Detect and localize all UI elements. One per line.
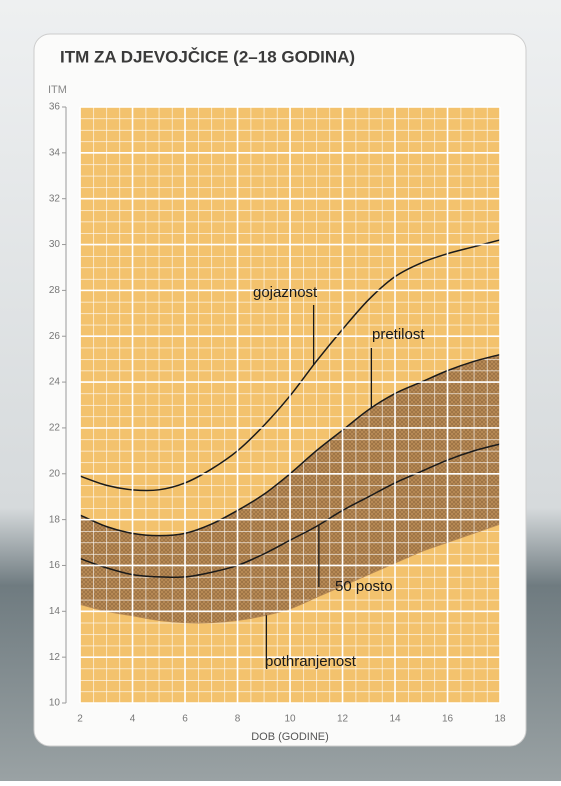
y-tick-label: 14 xyxy=(49,606,61,617)
y-tick-label: 24 xyxy=(49,377,61,388)
y-tick-label: 18 xyxy=(49,514,61,525)
x-tick-label: 6 xyxy=(182,714,188,725)
y-tick-label: 16 xyxy=(49,560,61,571)
y-tick-label: 22 xyxy=(49,423,61,434)
y-tick-label: 26 xyxy=(49,331,61,342)
x-tick-label: 8 xyxy=(235,714,241,725)
chart: ITM ZA DJEVOJČICE (2–18 GODINA) ITM DOB … xyxy=(0,0,561,781)
x-axis-label: DOB (GODINE) xyxy=(251,731,329,743)
y-tick-label: 10 xyxy=(49,698,61,709)
x-tick-label: 14 xyxy=(389,714,401,725)
page: ITM ZA DJEVOJČICE (2–18 GODINA) ITM DOB … xyxy=(0,0,561,781)
x-tick-label: 2 xyxy=(77,714,83,725)
curve-label: pothranjenost xyxy=(265,653,357,670)
y-axis-label: ITM xyxy=(48,84,67,96)
y-tick-label: 32 xyxy=(49,193,61,204)
x-tick-label: 18 xyxy=(494,714,506,725)
chart-title: ITM ZA DJEVOJČICE (2–18 GODINA) xyxy=(60,47,355,66)
y-tick-label: 28 xyxy=(49,285,61,296)
y-tick-label: 36 xyxy=(49,102,61,113)
y-tick-label: 20 xyxy=(49,468,61,479)
curve-label: 50 posto xyxy=(335,578,393,595)
x-tick-label: 12 xyxy=(337,714,349,725)
curve-label: gojaznost xyxy=(253,284,318,301)
x-tick-label: 10 xyxy=(284,714,296,725)
x-tick-label: 16 xyxy=(442,714,454,725)
y-tick-label: 12 xyxy=(49,652,61,663)
curve-label: pretilost xyxy=(372,326,425,343)
x-tick-label: 4 xyxy=(130,714,136,725)
y-tick-label: 34 xyxy=(49,147,61,158)
y-tick-label: 30 xyxy=(49,239,61,250)
